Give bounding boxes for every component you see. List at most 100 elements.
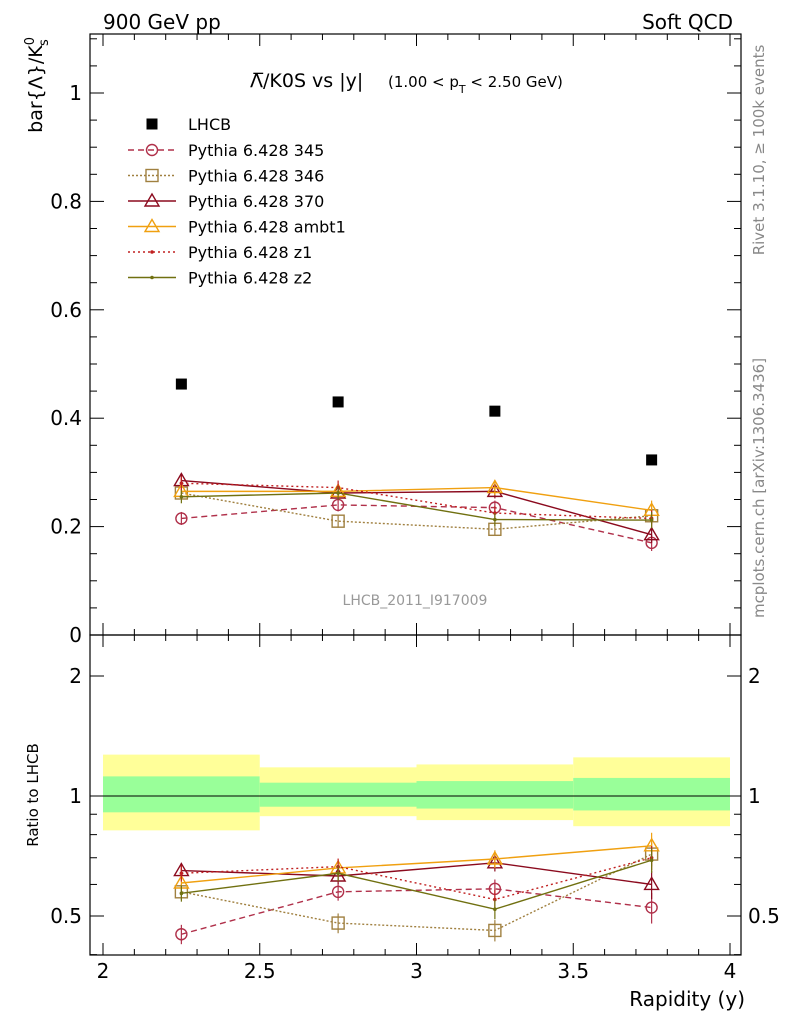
y-tick-label: 1 — [69, 81, 82, 105]
ratio-tick-label-right: 1 — [748, 784, 761, 808]
series-ratio-line — [181, 888, 652, 935]
series-ratio-point — [486, 850, 504, 865]
legend: LHCB Pythia 6.428 345 Pythia 6.428 346 Pyth… — [128, 115, 346, 288]
x-tick-label: 4 — [724, 959, 737, 983]
main-ylabel: bar{Λ}/K0s — [23, 37, 52, 133]
y-tick-label: 0.8 — [50, 189, 82, 213]
legend-marker — [143, 218, 161, 233]
header-right: Soft QCD — [642, 10, 733, 34]
legend-label: Pythia 6.428 ambt1 — [188, 218, 346, 237]
axes: 2 2.5 3 3.5 4 0 0.2 0.4 0.6 0.8 1 0.5 0.5 1 1 2 2 — [50, 33, 780, 983]
y-tick-label: 0.4 — [50, 406, 82, 430]
plot-title-cut-post: < 2.50 GeV) — [466, 73, 563, 91]
plot-title-cut: (1.00 < pT < 2.50 GeV) — [388, 73, 563, 96]
series-line — [181, 492, 652, 531]
main-ylabel-main: bar{Λ}/K — [25, 45, 47, 133]
series-ratio-point — [649, 858, 654, 863]
series-point — [493, 517, 497, 522]
series-ratio-point — [493, 897, 497, 902]
series-ratio-point — [336, 871, 340, 876]
x-tick-label: 3.5 — [557, 959, 589, 983]
legend-label: Pythia 6.428 346 — [188, 167, 324, 186]
main-ylabel-sup: 0 — [23, 37, 38, 45]
ratio-tick-label-left: 0.5 — [50, 904, 82, 928]
band-stat — [259, 782, 417, 807]
data-point-lhcb — [175, 378, 187, 390]
series-point — [643, 526, 660, 541]
series-group — [179, 486, 654, 920]
legend-marker-lhcb — [146, 118, 158, 130]
series-point — [649, 518, 654, 522]
main-ylabel-sub: s — [37, 39, 52, 46]
series-line — [181, 482, 652, 520]
data-point-lhcb — [489, 405, 501, 417]
plot-title-cut-pre: (1.00 < p — [388, 73, 459, 91]
legend-label: Pythia 6.428 z1 — [188, 243, 312, 262]
series-point — [486, 479, 504, 494]
series-point — [486, 482, 504, 498]
ratio-tick-label-right: 2 — [748, 664, 761, 688]
y-tick-label: 0 — [69, 623, 82, 647]
data-point-lhcb — [646, 454, 658, 466]
band-stat — [416, 781, 574, 809]
y-tick-label: 0.2 — [50, 515, 82, 539]
data-point-lhcb — [332, 396, 344, 408]
series-ratio-point — [643, 876, 660, 891]
ratio-tick-label-left: 1 — [69, 784, 82, 808]
plot-title-cut-sub: T — [458, 83, 466, 96]
series-ratio-point — [488, 923, 502, 938]
ratio-frame — [89, 634, 742, 956]
series-ratio-point — [179, 871, 184, 876]
legend-marker — [150, 275, 154, 280]
series-point — [331, 514, 345, 528]
header-left: 900 GeV pp — [103, 10, 221, 34]
legend-label-lhcb: LHCB — [188, 115, 231, 134]
series-group — [173, 472, 660, 900]
series-layer — [173, 378, 660, 945]
series-ratio-point — [331, 916, 345, 930]
plot-title: Λ̅/K0S vs |y| — [250, 70, 363, 92]
series-ratio-point — [645, 901, 658, 914]
series-ratio-line — [181, 853, 652, 932]
x-tick-label: 2 — [97, 959, 110, 983]
ratio-tick-label-right: 0.5 — [748, 904, 780, 928]
series-point — [336, 491, 340, 495]
ratio-tick-label-left: 2 — [69, 664, 82, 688]
series-ratio-line — [181, 845, 652, 884]
legend-marker — [143, 192, 161, 207]
legend-label: Pythia 6.428 345 — [188, 141, 324, 160]
mcplots-label: mcplots.cern.ch [arXiv:1306.3436] — [750, 358, 768, 618]
series-ratio-line — [181, 862, 652, 886]
legend-marker — [145, 143, 159, 157]
analysis-watermark: LHCB_2011_I917009 — [343, 593, 488, 609]
series-point — [179, 494, 184, 499]
series-ratio-line — [181, 857, 652, 901]
legend-marker — [145, 168, 159, 183]
series-ratio-line — [181, 859, 652, 910]
x-tick-label: 2.5 — [244, 959, 276, 983]
series-line — [181, 504, 652, 544]
plot-title-main: Λ̅/K0S vs |y| — [250, 70, 363, 92]
rivet-label: Rivet 3.1.10, ≥ 100k events — [750, 45, 768, 256]
series-line — [181, 479, 652, 536]
band-stat — [573, 777, 730, 811]
band-stat — [103, 776, 260, 813]
xlabel: Rapidity (y) — [629, 987, 745, 1011]
series-ratio-point — [331, 885, 345, 899]
series-ratio-point — [493, 907, 497, 912]
ratio-bands — [103, 754, 730, 831]
legend-label: Pythia 6.428 z2 — [188, 269, 312, 288]
series-line — [181, 492, 652, 521]
ratio-ylabel: Ratio to LHCB — [24, 743, 42, 847]
series-group — [175, 498, 658, 945]
x-tick-label: 3 — [410, 959, 423, 983]
legend-label: Pythia 6.428 370 — [188, 192, 324, 211]
series-group — [179, 476, 654, 910]
series-ratio-point — [179, 891, 184, 896]
series-point — [175, 512, 188, 525]
legend-marker — [150, 250, 154, 254]
series-line — [181, 486, 652, 512]
y-tick-label: 0.6 — [50, 298, 82, 322]
series-ratio-point — [175, 928, 188, 941]
